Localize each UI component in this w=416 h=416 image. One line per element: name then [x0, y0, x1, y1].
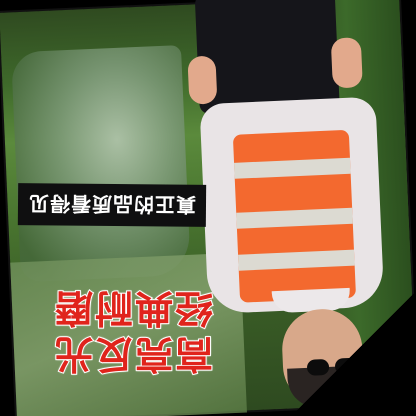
sunglasses-icon: [306, 357, 360, 376]
caption-banner: 真正的品质看得见: [17, 183, 207, 227]
pond-reflection: [11, 45, 191, 283]
caption-banner-text: 真正的品质看得见: [27, 190, 197, 217]
person-pants: [194, 0, 340, 115]
person-hand-right: [330, 37, 363, 89]
person-hand-left: [187, 55, 218, 105]
headline-line-1: 高亮反光: [52, 331, 214, 378]
promo-headline: 高亮反光 经典耐磨: [40, 266, 226, 396]
sunglasses-lens: [334, 357, 358, 375]
headline-line-2: 经典耐磨: [52, 285, 214, 332]
sunglasses-lens: [306, 358, 330, 376]
